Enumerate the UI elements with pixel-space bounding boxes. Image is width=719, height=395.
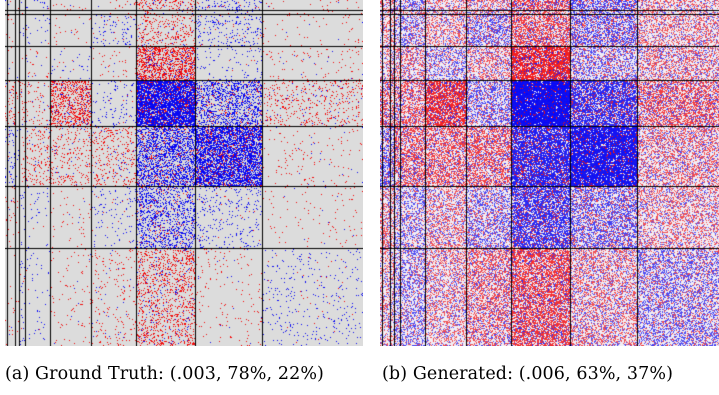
ground-truth-caption-values: (.003, 78%, 22%) — [169, 364, 324, 384]
ground-truth-caption: (a) Ground Truth: (.003, 78%, 22%) — [5, 364, 324, 388]
ground-truth-matrix-canvas — [5, 0, 363, 346]
ground-truth-caption-label: (a) Ground Truth: — [5, 364, 170, 384]
ground-truth-matrix-image — [5, 0, 363, 346]
generated-caption: (b) Generated: (.006, 63%, 37%) — [382, 364, 673, 388]
generated-caption-label: (b) Generated: — [382, 364, 519, 384]
generated-matrix-canvas — [380, 0, 719, 346]
generated-caption-values: (.006, 63%, 37%) — [518, 364, 673, 384]
generated-matrix-image — [380, 0, 719, 346]
